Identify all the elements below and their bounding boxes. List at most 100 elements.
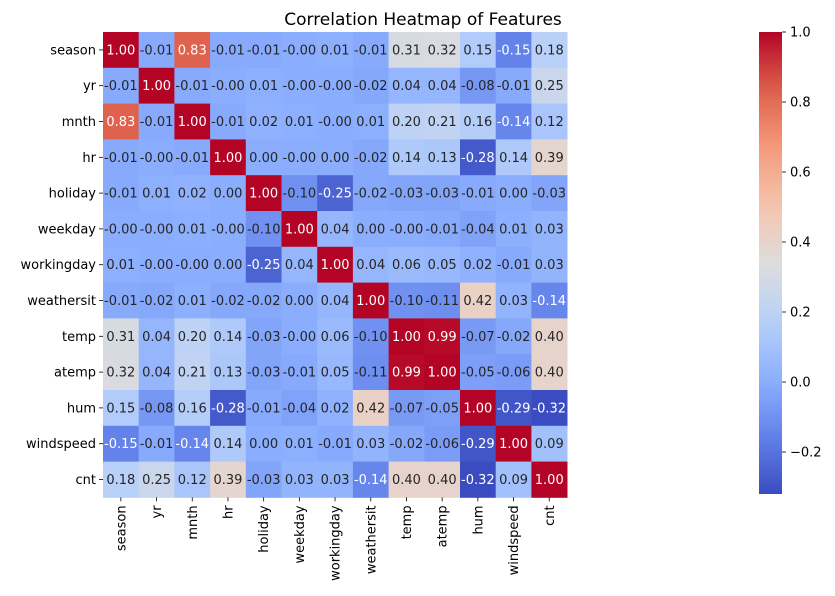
y-tick-label: temp [62,330,96,345]
cell-value-label: 0.01 [249,79,278,94]
heatmap-cell [388,211,425,248]
heatmap-cell [210,246,247,283]
heatmap-cell [245,318,282,355]
heatmap-cell [210,282,247,319]
colorbar: −0.2 0.0 0.2 0.4 0.6 0.8 1.0 [759,26,822,494]
heatmap-cell [138,354,175,391]
y-tick-label: mnth [62,115,96,130]
heatmap-cell [317,67,354,104]
heatmap-cell [103,139,140,176]
heatmap-cell [281,32,318,69]
cell-value-label: 0.99 [428,330,457,345]
x-tick-label: mnth [186,505,201,539]
y-axis-tick-labels: season yr mnth hr holiday weekday workingday we… [21,43,103,488]
cell-value-label: -0.00 [104,222,138,237]
heatmap-cell [210,103,247,140]
cell-value-label: 1.00 [392,330,421,345]
heatmap-cell [245,211,282,248]
heatmap-cell [245,390,282,427]
heatmap-cell [103,390,140,427]
heatmap-cell [460,318,497,355]
heatmap-cell [531,175,568,212]
cell-value-label: -0.01 [211,115,245,130]
heatmap-cell [317,354,354,391]
cell-value-label: 0.01 [178,294,207,309]
chart-title: Correlation Heatmap of Features [284,10,562,30]
cell-value-label: 0.00 [499,187,528,202]
cell-value-label: -0.00 [140,258,174,273]
heatmap-cell [281,139,318,176]
heatmap-cell [138,246,175,283]
heatmap-cell [174,390,211,427]
colorbar-gradient [759,32,782,494]
cell-value-label: 0.06 [392,258,421,273]
cell-value-label: -0.02 [354,79,388,94]
cell-value-label: 0.42 [356,401,385,416]
x-tick-label: temp [400,505,415,539]
cell-value-label: 0.39 [213,473,242,488]
cell-value-label: -0.01 [140,43,174,58]
cell-value-label: -0.00 [390,222,424,237]
cell-value-label: 0.32 [106,366,135,381]
x-axis-tick-labels: season yr mnth hr holiday weekday workingday we… [114,497,558,581]
cell-value-label: 1.00 [106,43,135,58]
heatmap-cell [460,390,497,427]
cell-value-label: -0.01 [175,151,209,166]
heatmap-cell [388,246,425,283]
cell-value-label: -0.06 [425,437,459,452]
heatmap-cell [174,425,211,462]
heatmap-cell [210,425,247,462]
heatmap-cell [317,32,354,69]
cell-value-label: 0.18 [106,473,135,488]
cell-value-label: 0.01 [106,258,135,273]
heatmap-cell [531,211,568,248]
cell-value-label: 0.40 [392,473,421,488]
cell-value-label: 0.00 [321,151,350,166]
heatmap-cell [281,318,318,355]
heatmap-cell [388,67,425,104]
heatmap-cell [352,211,389,248]
heatmap-cell [103,175,140,212]
x-tick-label: windspeed [507,505,522,575]
heatmap-cell [424,282,461,319]
heatmap-cell [103,32,140,69]
cell-value-label: 0.04 [428,79,457,94]
cell-value-label: 0.01 [356,115,385,130]
heatmap-cell [352,67,389,104]
cell-value-label: -0.15 [104,437,138,452]
heatmap-cell [424,139,461,176]
heatmap-cell [460,354,497,391]
heatmap-cell [210,139,247,176]
cell-value-label: 0.32 [428,43,457,58]
cell-value-label: -0.28 [461,151,495,166]
heatmap-cell [138,67,175,104]
cell-value-label: -0.00 [211,222,245,237]
heatmap-cell [495,318,532,355]
heatmap-cell [424,175,461,212]
cell-value-label: 0.21 [178,366,207,381]
cell-value-label: -0.29 [461,437,495,452]
cell-value-label: -0.08 [140,401,174,416]
heatmap-cell [103,425,140,462]
heatmap-cell [495,390,532,427]
cell-value-label: -0.05 [425,401,459,416]
cell-value-label: 0.05 [321,366,350,381]
heatmap-cell [424,354,461,391]
heatmap-cell [460,211,497,248]
heatmap-cell [317,211,354,248]
cell-value-label: -0.00 [318,79,352,94]
heatmap-cell [531,246,568,283]
cell-value-label: -0.00 [283,330,317,345]
cell-value-label: -0.01 [104,79,138,94]
colorbar-tick-label: −0.2 [790,446,822,461]
cell-value-label: 0.03 [321,473,350,488]
cell-value-label: 0.01 [142,187,171,202]
cell-value-label: 1.00 [356,294,385,309]
heatmap-cell [352,175,389,212]
x-tick-label: hum [471,505,486,534]
cell-value-label: 0.04 [142,330,171,345]
heatmap-cell [531,318,568,355]
heatmap-cell [245,103,282,140]
cell-value-label: -0.01 [247,401,281,416]
cell-value-label: 0.01 [285,437,314,452]
